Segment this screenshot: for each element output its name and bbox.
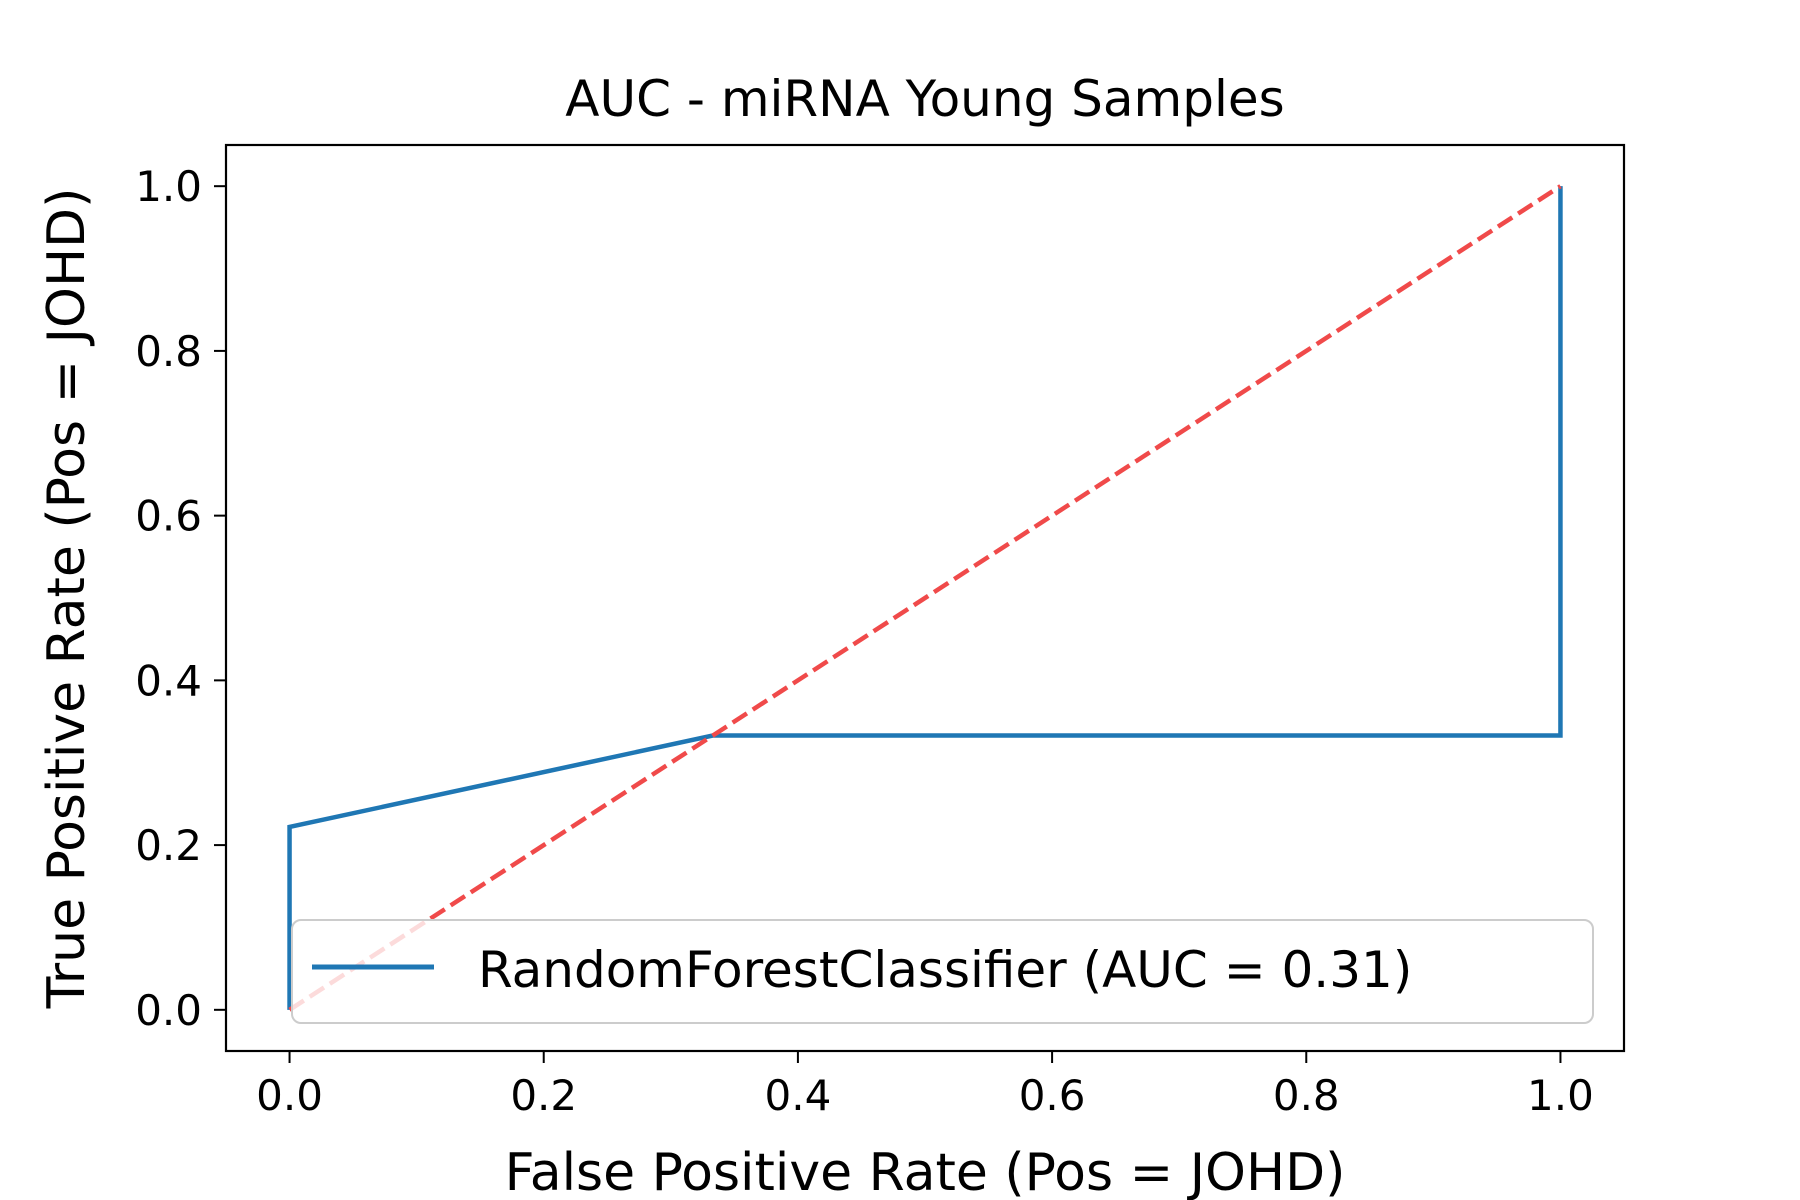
chart-title: AUC - miRNA Young Samples [565, 70, 1284, 128]
plot-area [224, 143, 1626, 1053]
chance-diagonal-line [288, 184, 1562, 1012]
series-layer [287, 184, 1563, 1012]
legend-label-series-0: RandomForestClassifier (AUC = 0.31) [478, 941, 1412, 999]
x-tick-label: 0.2 [510, 1071, 577, 1120]
y-tick-label: 0.2 [135, 821, 202, 870]
y-tick-label: 1.0 [135, 162, 202, 211]
x-axis-label: False Positive Rate (Pos = JOHD) [505, 1143, 1346, 1200]
x-tick-label: 1.0 [1527, 1071, 1594, 1120]
y-axis-ticks: 0.0 0.2 0.4 0.6 0.8 1.0 [135, 162, 226, 1035]
y-tick-label: 0.0 [135, 986, 202, 1035]
y-tick-label: 0.4 [135, 656, 202, 705]
y-tick-label: 0.8 [135, 327, 202, 376]
axes-frame [224, 143, 1626, 1053]
y-axis-label: True Positive Rate (Pos = JOHD) [37, 188, 97, 1010]
x-axis-ticks: 0.0 0.2 0.4 0.6 0.8 1.0 [256, 1051, 1594, 1120]
y-tick-label: 0.6 [135, 492, 202, 541]
x-tick-label: 0.0 [256, 1071, 323, 1120]
legend-box [291, 919, 1594, 1024]
legend: RandomForestClassifier (AUC = 0.31) [291, 919, 1594, 1024]
x-tick-label: 0.8 [1273, 1071, 1340, 1120]
x-tick-label: 0.6 [1019, 1071, 1086, 1120]
x-tick-label: 0.4 [765, 1071, 832, 1120]
